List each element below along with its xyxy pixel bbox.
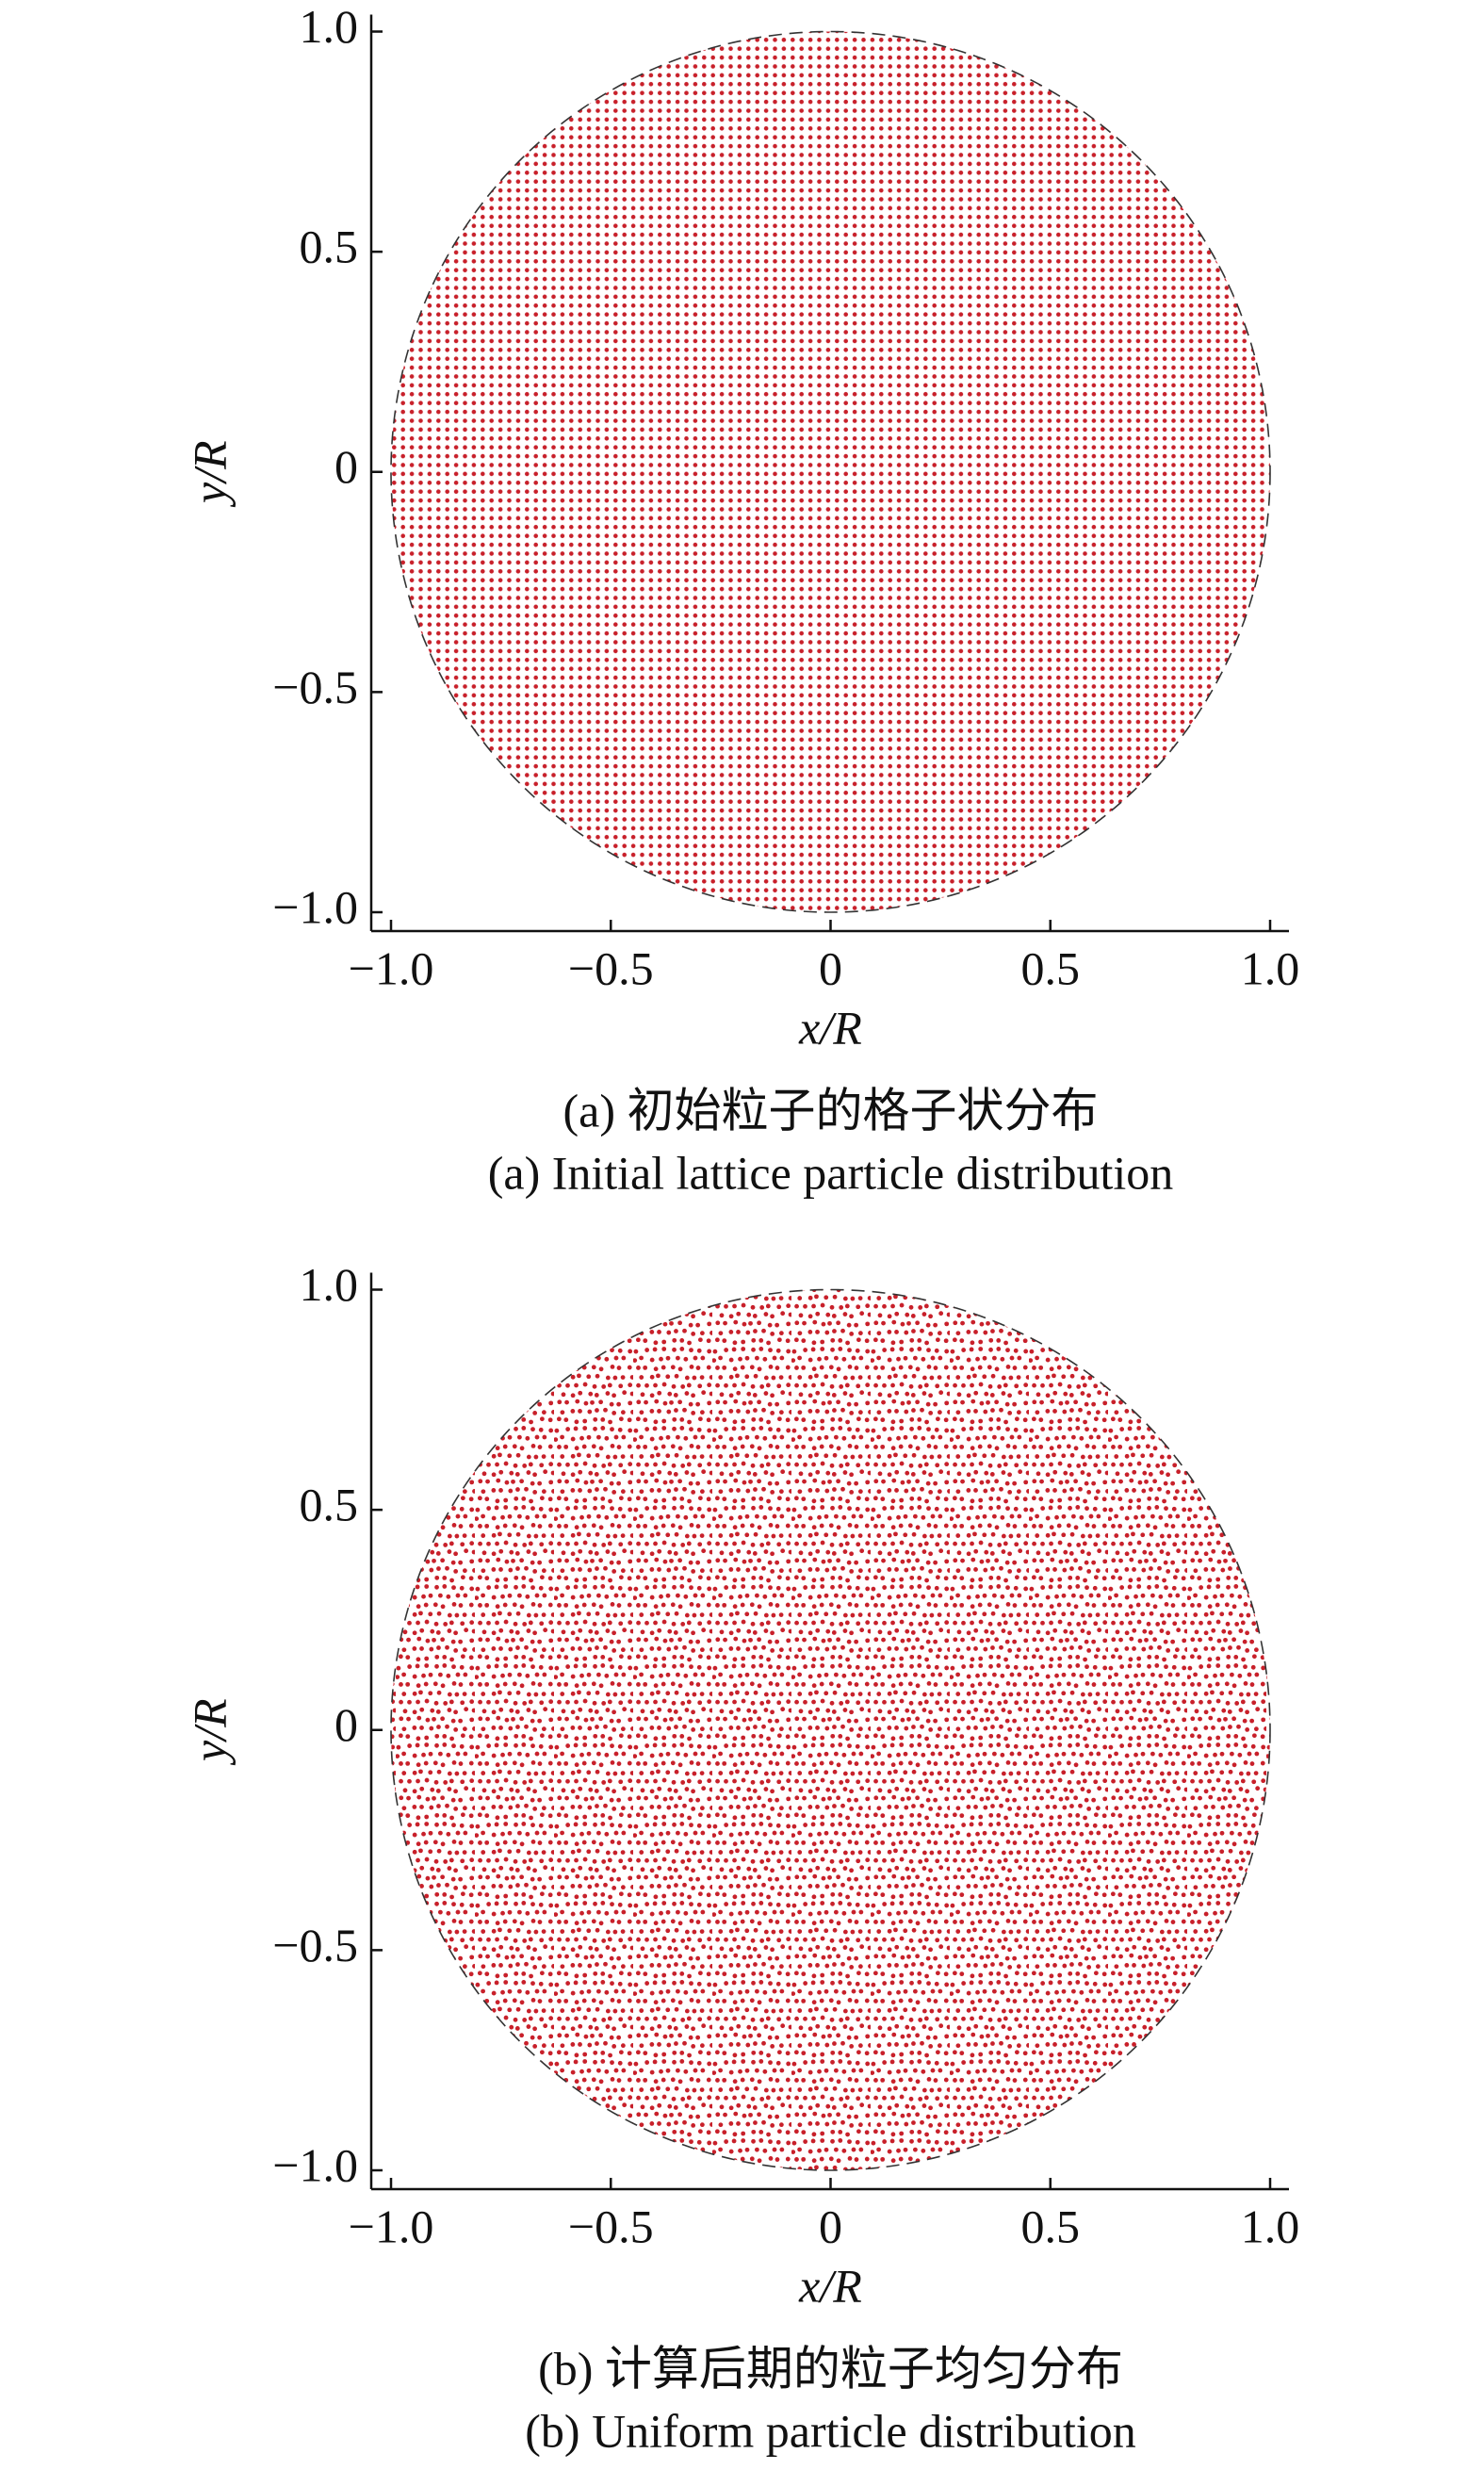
particle-disc [391, 31, 1270, 912]
caption-en: (a) Initial lattice particle distributio… [488, 1146, 1174, 1199]
boundary-circle [390, 1288, 1271, 2171]
y-tick-label: 0 [334, 440, 358, 493]
x-tick-label: −0.5 [568, 941, 654, 994]
y-tick-label: −0.5 [272, 1919, 358, 1971]
y-tick-label: 1.0 [300, 0, 359, 53]
x-tick-label: −1.0 [349, 2200, 434, 2252]
x-axis-label: x/R [798, 2259, 862, 2312]
y-tick-label: −0.5 [272, 661, 358, 713]
x-tick-label: 1.0 [1241, 941, 1300, 994]
y-axis-label: y/R [183, 1698, 236, 1766]
y-tick-label: 0 [334, 1698, 358, 1751]
x-tick-label: 0 [819, 941, 842, 994]
y-axis-label: y/R [183, 440, 236, 508]
x-tick-label: 0.5 [1021, 2200, 1081, 2252]
boundary-circle [390, 30, 1271, 913]
caption-cn: (a) 初始粒子的格子状分布 [563, 1084, 1099, 1137]
particle-disc [391, 1289, 1270, 2170]
caption-cn: (b) 计算后期的粒子均匀分布 [538, 2342, 1123, 2395]
y-tick-label: 0.5 [300, 1479, 359, 1531]
x-tick-label: 1.0 [1241, 2200, 1300, 2252]
x-axis-label: x/R [798, 1001, 862, 1054]
x-tick-label: −0.5 [568, 2200, 654, 2252]
x-tick-label: 0 [819, 2200, 842, 2252]
x-tick-label: 0.5 [1021, 941, 1081, 994]
y-tick-label: 0.5 [300, 221, 359, 273]
x-tick-label: −1.0 [349, 941, 434, 994]
y-tick-label: −1.0 [272, 2138, 358, 2191]
y-tick-label: 1.0 [300, 1258, 359, 1311]
caption-en: (b) Uniform particle distribution [525, 2404, 1135, 2457]
y-tick-label: −1.0 [272, 880, 358, 933]
